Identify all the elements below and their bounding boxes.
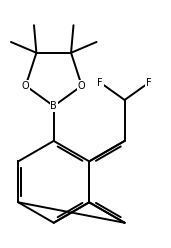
Text: F: F [97, 78, 103, 88]
Text: O: O [78, 81, 86, 91]
Text: B: B [50, 101, 57, 111]
Text: F: F [146, 78, 152, 88]
Text: O: O [22, 81, 30, 91]
